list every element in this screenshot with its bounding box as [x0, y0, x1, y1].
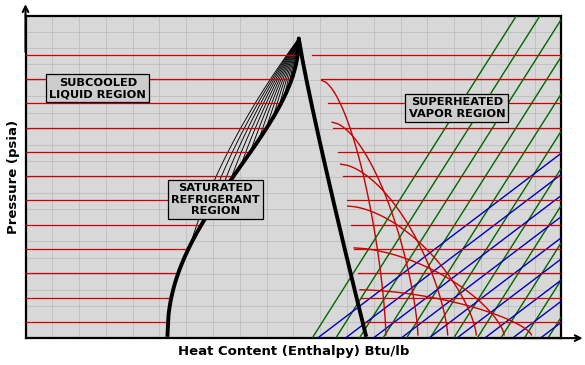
Y-axis label: Pressure (psia): Pressure (psia) [7, 120, 20, 234]
X-axis label: Heat Content (Enthalpy) Btu/lb: Heat Content (Enthalpy) Btu/lb [178, 345, 409, 358]
Text: SUBCOOLED
LIQUID REGION: SUBCOOLED LIQUID REGION [49, 78, 146, 99]
Text: SATURATED
REFRIGERANT
REGION: SATURATED REFRIGERANT REGION [171, 183, 260, 216]
Text: SUPERHEATED
VAPOR REGION: SUPERHEATED VAPOR REGION [408, 97, 505, 119]
